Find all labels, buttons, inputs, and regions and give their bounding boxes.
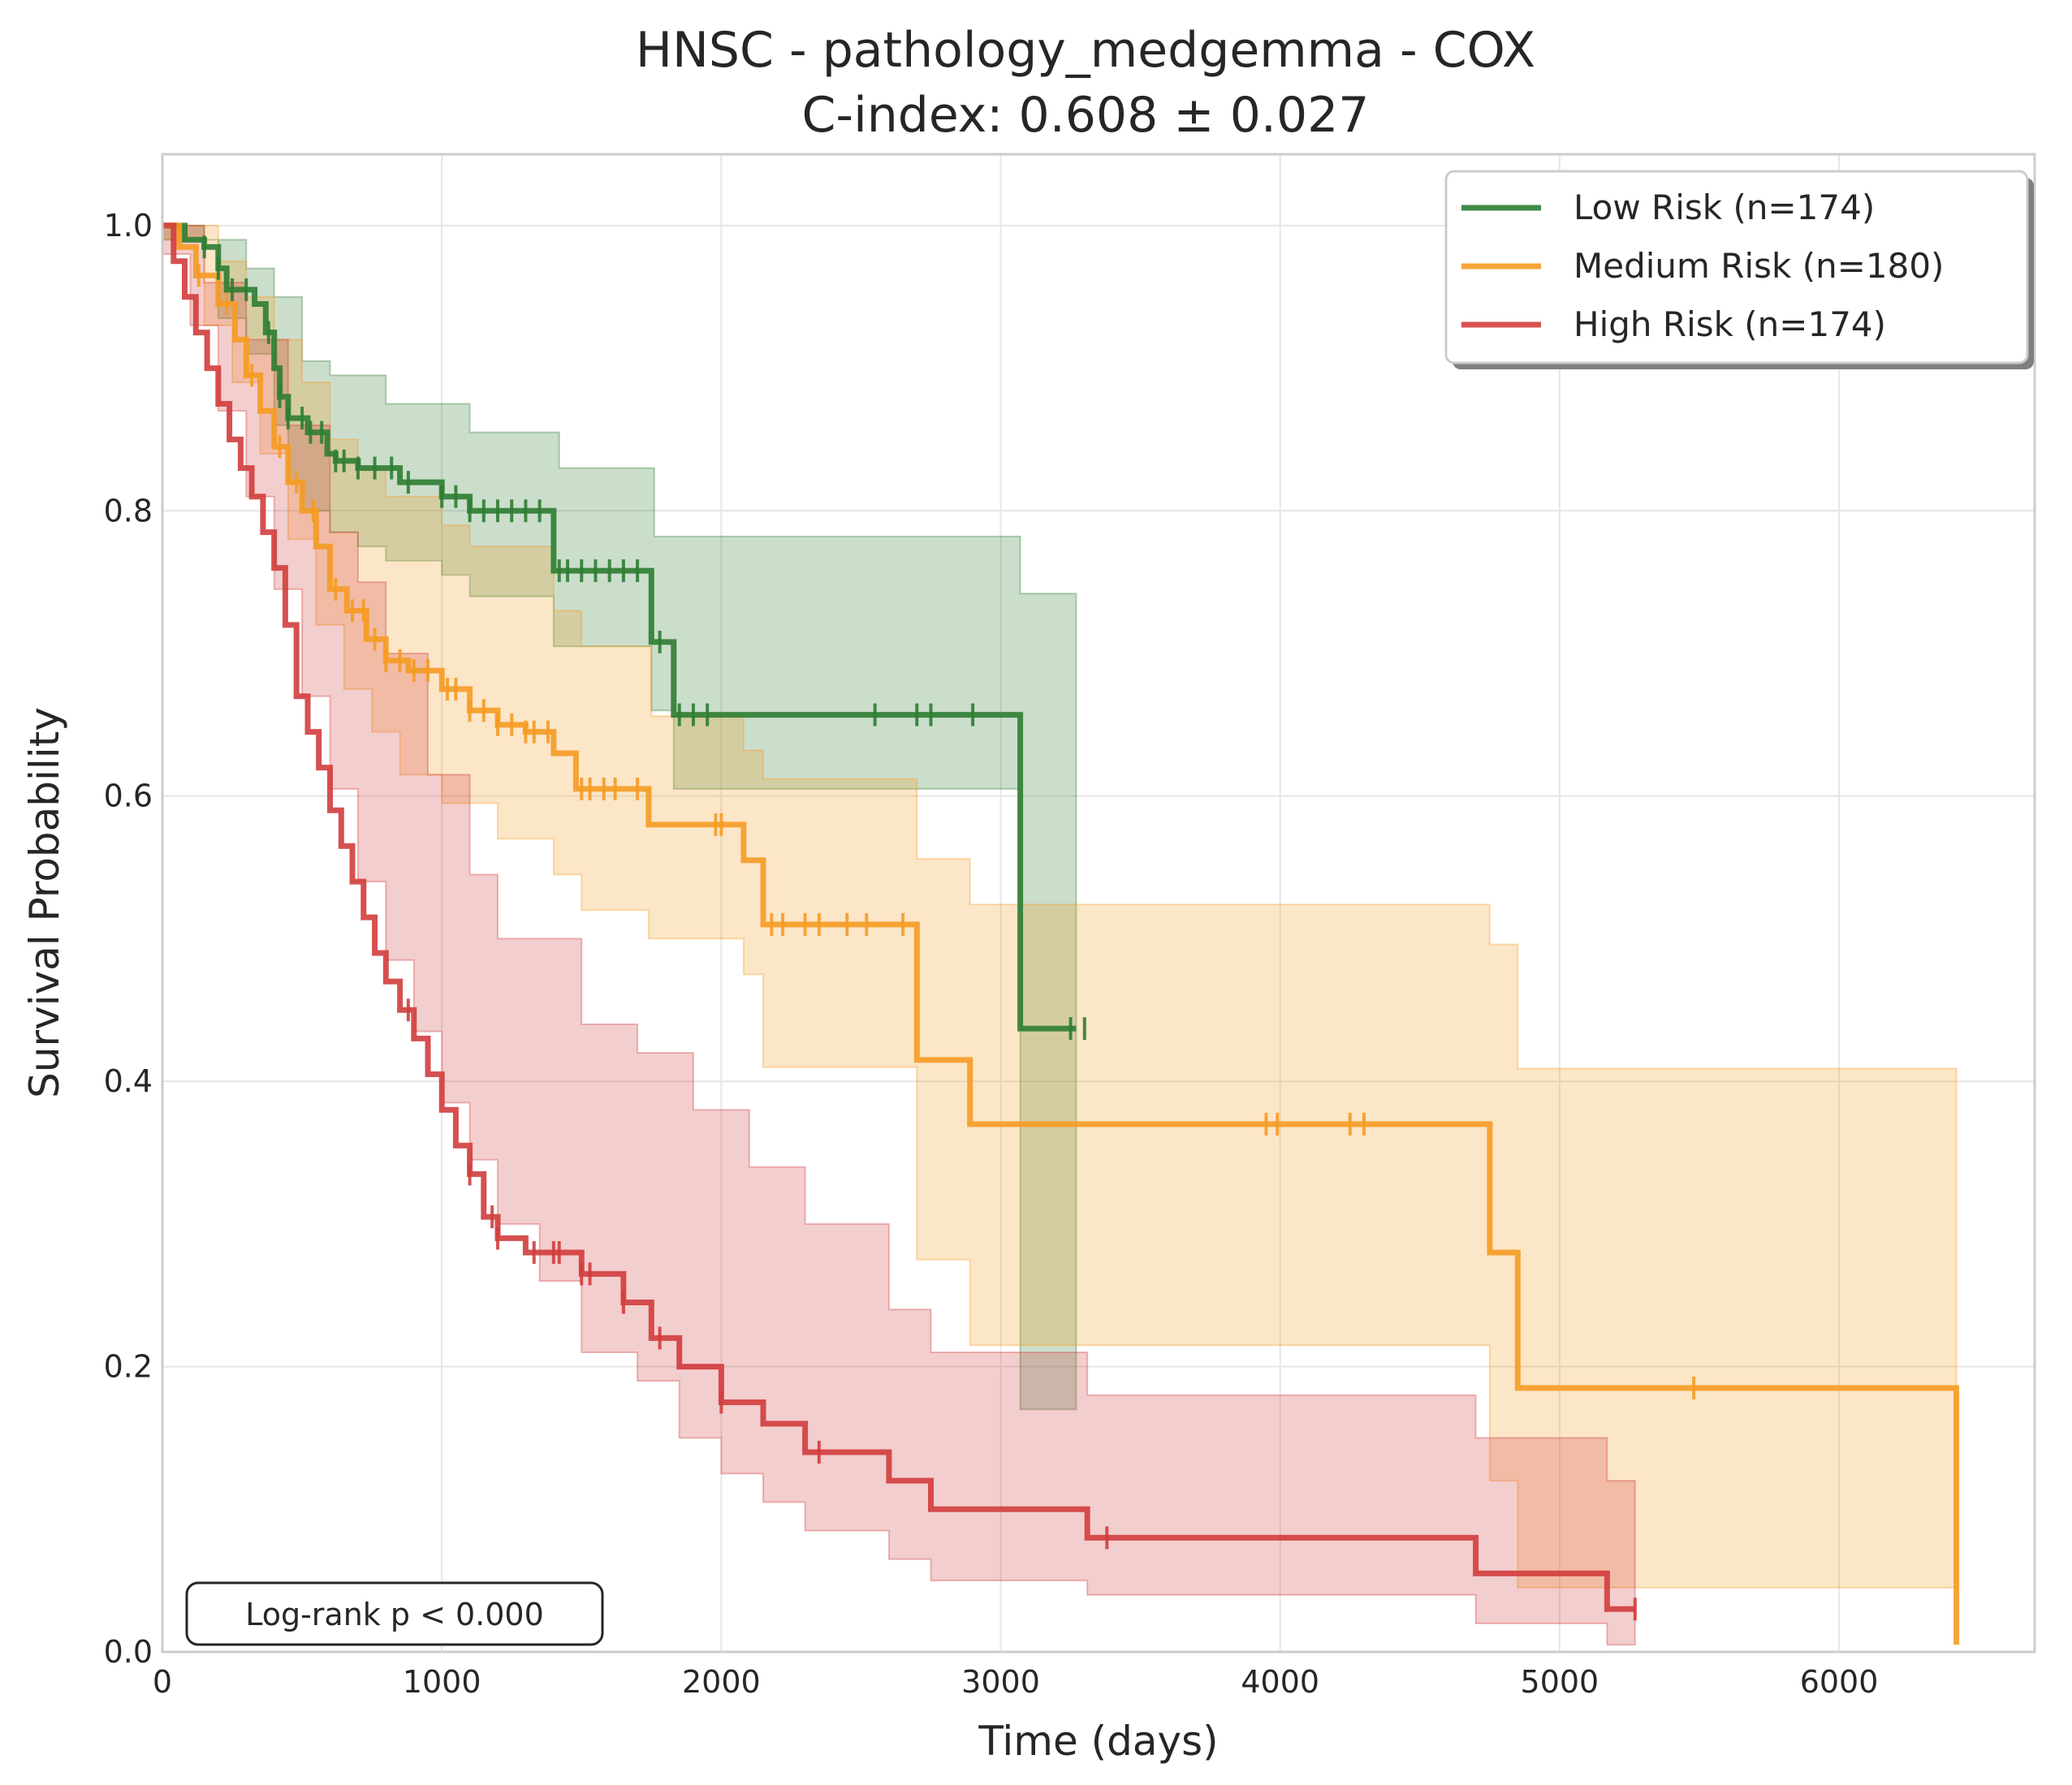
- chart-title: HNSC - pathology_medgemma - COX: [636, 22, 1535, 79]
- legend-box: [1444, 170, 2029, 364]
- survival-curves: [162, 222, 1960, 1645]
- x-ticks: 0 1000 2000 3000 4000 5000 6000: [153, 1664, 1879, 1700]
- x-tick-label: 6000: [1800, 1664, 1879, 1700]
- confidence-bands: [162, 224, 1958, 1646]
- plot-area: [162, 154, 2035, 1652]
- medium-risk-curve: [162, 222, 1960, 1645]
- y-tick-label: 0.8: [104, 493, 153, 528]
- legend: Low Risk (n=174) Medium Risk (n=180) High …: [1444, 170, 2034, 369]
- x-axis-label: Time (days): [978, 1718, 1218, 1765]
- x-tick-label: 5000: [1521, 1664, 1599, 1700]
- high-risk-legend-label: High Risk (n=174): [1573, 304, 1886, 344]
- y-ticks: 0.0 0.2 0.4 0.6 0.8 1.0: [104, 208, 153, 1670]
- censor-marks: [196, 235, 1696, 1621]
- logrank-annotation: Log-rank p < 0.000: [185, 1581, 604, 1646]
- y-tick-label: 0.0: [104, 1634, 153, 1670]
- plot-frame: [161, 153, 2036, 1653]
- y-tick-label: 0.4: [104, 1063, 153, 1099]
- x-tick-label: 3000: [961, 1664, 1040, 1700]
- chart-subtitle: C-index: 0.608 ± 0.027: [802, 87, 1370, 144]
- annotation-box: [185, 1581, 604, 1646]
- medium-risk-legend-label: Medium Risk (n=180): [1573, 246, 1944, 286]
- y-tick-label: 0.6: [104, 778, 153, 814]
- legend-entries: Low Risk (n=174) Medium Risk (n=180) High …: [1461, 188, 1944, 344]
- y-tick-label: 1.0: [104, 208, 153, 244]
- x-tick-label: 0: [153, 1664, 172, 1700]
- x-tick-label: 1000: [403, 1664, 481, 1700]
- high-risk-curve: [162, 222, 1635, 1612]
- low-risk-legend-label: Low Risk (n=174): [1573, 188, 1875, 227]
- x-tick-label: 2000: [682, 1664, 761, 1700]
- annotation-text: Log-rank p < 0.000: [245, 1597, 544, 1632]
- x-tick-label: 4000: [1241, 1664, 1319, 1700]
- y-tick-label: 0.2: [104, 1349, 153, 1385]
- low-risk-curve: [162, 222, 1077, 1032]
- y-axis-label: Survival Probability: [21, 707, 68, 1098]
